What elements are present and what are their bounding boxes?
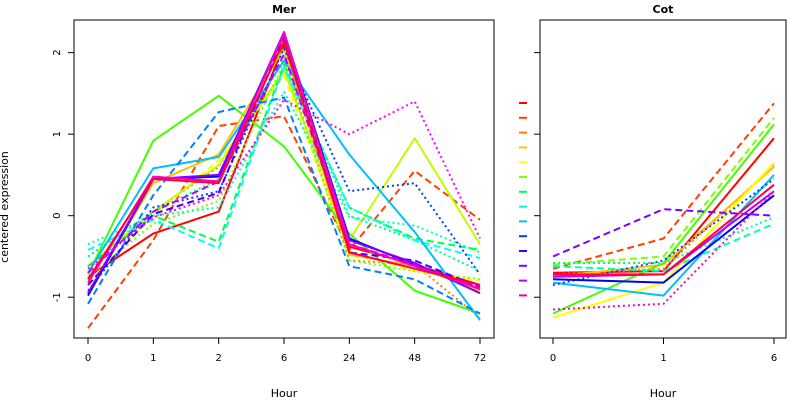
- mer-series-line: [87, 33, 481, 295]
- mer-series-line: [87, 63, 481, 267]
- cot-series-line: [552, 164, 775, 276]
- panel-cot-xlabel: Hour: [650, 387, 677, 400]
- cot-plot-frame: [539, 19, 787, 339]
- mer-series-line: [87, 90, 481, 254]
- mer-series-line: [87, 96, 481, 315]
- mer-x-tick-label: 72: [474, 353, 487, 364]
- y-tick-label: 2: [52, 49, 63, 55]
- cot-series-line: [552, 166, 775, 278]
- mer-x-tick-label: 2: [215, 353, 221, 364]
- mer-series-line: [87, 66, 481, 260]
- cot-series-line: [552, 222, 775, 273]
- cot-series-line: [552, 190, 775, 311]
- cot-series-line: [553, 183, 775, 276]
- mer-series-line: [87, 31, 481, 291]
- cot-series-line: [552, 194, 775, 284]
- cot-x-tick-label: 0: [550, 353, 556, 364]
- mer-series-line: [87, 98, 481, 270]
- y-tick-label: 0: [52, 213, 63, 219]
- mer-series-line: [87, 53, 481, 289]
- panel-mer-xlabel: Hour: [271, 387, 298, 400]
- mer-x-tick-label: 6: [281, 353, 287, 364]
- mer-series-line: [87, 61, 481, 281]
- mer-series-line: [87, 39, 481, 286]
- mer-series-line: [87, 47, 481, 294]
- y-axis-label: centered expression: [0, 151, 11, 263]
- cot-x-tick-label: 6: [771, 353, 777, 364]
- panel-cot: Cot Hour 0 1 6: [519, 3, 787, 400]
- cot-series-line: [552, 174, 775, 297]
- cot-series-line: [553, 216, 775, 264]
- panel-mer: Mer Hour 0 1 2 6 24 48 72 -1 0 1 2: [52, 3, 495, 400]
- mer-series-line: [87, 43, 481, 286]
- cot-series-line: [552, 102, 775, 270]
- mer-x-tick-label: 24: [343, 353, 356, 364]
- cot-series-line: [552, 117, 775, 266]
- mer-series-line: [87, 59, 481, 321]
- panel-mer-title: Mer: [272, 3, 296, 16]
- mer-x-tick-label: 1: [150, 353, 156, 364]
- mer-series-line: [87, 35, 481, 289]
- mer-x-tick-label: 48: [408, 353, 421, 364]
- y-tick-label: 1: [52, 131, 63, 137]
- cot-x-tick-label: 1: [660, 353, 666, 364]
- mer-series-line: [87, 94, 481, 315]
- y-tick-label: -1: [52, 292, 63, 302]
- cot-series-line: [552, 123, 775, 315]
- panel-cot-title: Cot: [653, 3, 674, 16]
- mer-series-line: [87, 55, 481, 273]
- mer-series-line: [87, 47, 481, 292]
- mer-x-tick-label: 0: [85, 353, 91, 364]
